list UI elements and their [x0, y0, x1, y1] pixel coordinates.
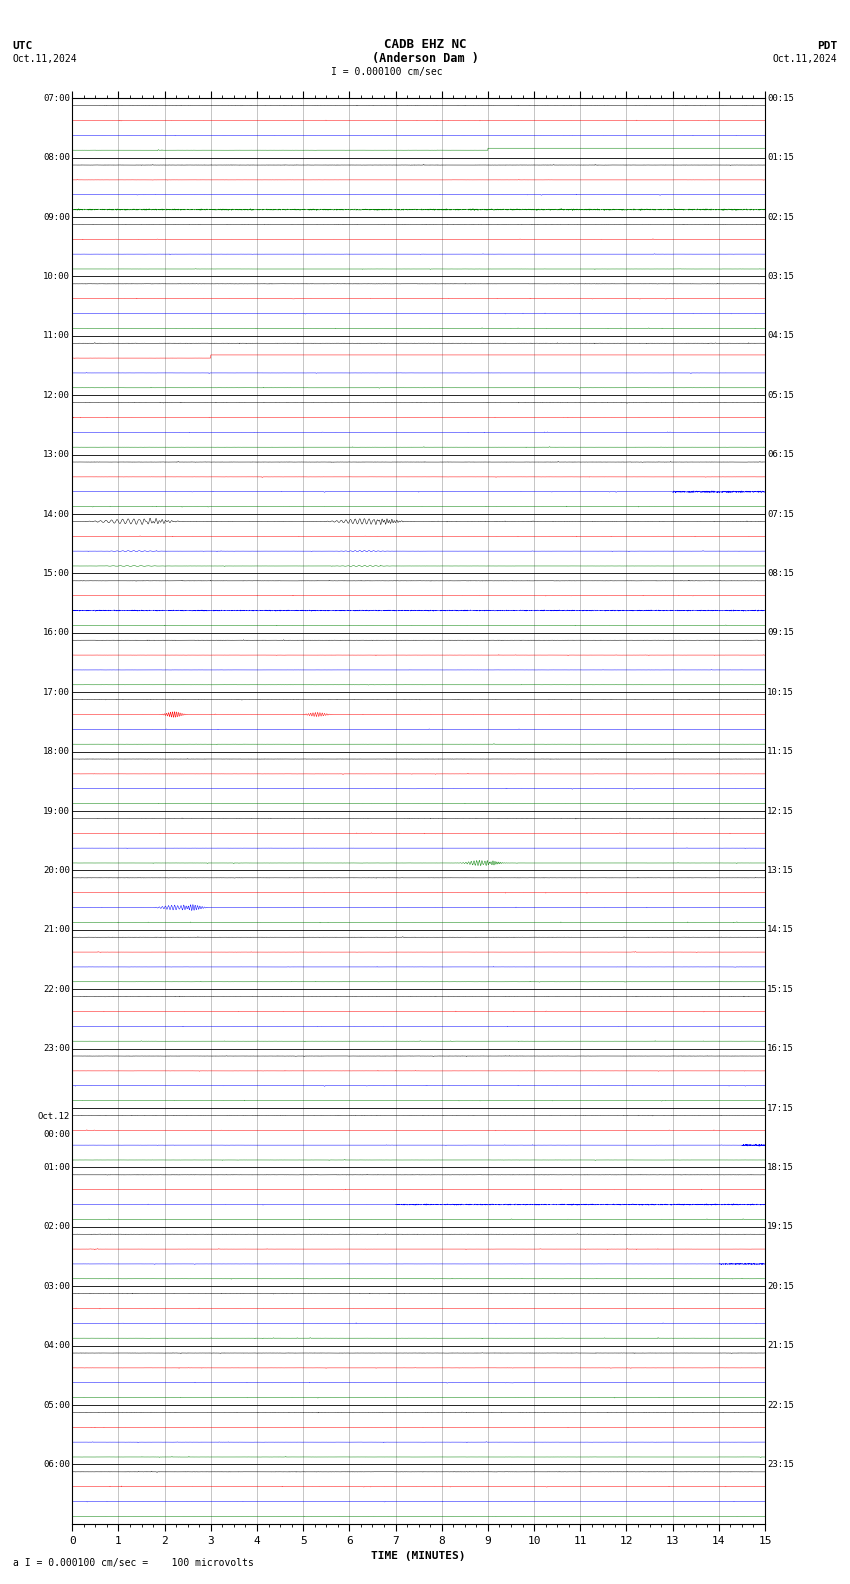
Text: 19:15: 19:15 — [768, 1223, 794, 1231]
Text: 22:15: 22:15 — [768, 1400, 794, 1410]
Text: 10:15: 10:15 — [768, 687, 794, 697]
Text: 03:15: 03:15 — [768, 272, 794, 280]
Text: 05:15: 05:15 — [768, 391, 794, 399]
Text: (Anderson Dam ): (Anderson Dam ) — [371, 52, 479, 65]
Text: 21:15: 21:15 — [768, 1342, 794, 1350]
Text: 14:00: 14:00 — [43, 510, 70, 518]
Text: 09:00: 09:00 — [43, 212, 70, 222]
Text: 06:00: 06:00 — [43, 1460, 70, 1468]
Text: 07:00: 07:00 — [43, 93, 70, 103]
Text: CADB EHZ NC: CADB EHZ NC — [383, 38, 467, 51]
Text: 11:00: 11:00 — [43, 331, 70, 341]
Text: 10:00: 10:00 — [43, 272, 70, 280]
Text: a I = 0.000100 cm/sec =    100 microvolts: a I = 0.000100 cm/sec = 100 microvolts — [13, 1559, 253, 1568]
Text: 08:15: 08:15 — [768, 569, 794, 578]
Text: 17:15: 17:15 — [768, 1104, 794, 1112]
Text: 01:00: 01:00 — [43, 1163, 70, 1172]
Text: 11:15: 11:15 — [768, 748, 794, 756]
Text: 08:00: 08:00 — [43, 154, 70, 162]
Text: Oct.11,2024: Oct.11,2024 — [773, 54, 837, 63]
Text: 09:15: 09:15 — [768, 629, 794, 637]
Text: 01:15: 01:15 — [768, 154, 794, 162]
X-axis label: TIME (MINUTES): TIME (MINUTES) — [371, 1551, 466, 1562]
Text: 02:15: 02:15 — [768, 212, 794, 222]
Text: 13:00: 13:00 — [43, 450, 70, 459]
Text: 21:00: 21:00 — [43, 925, 70, 935]
Text: 00:15: 00:15 — [768, 93, 794, 103]
Text: 02:00: 02:00 — [43, 1223, 70, 1231]
Text: Oct.11,2024: Oct.11,2024 — [13, 54, 77, 63]
Text: 00:00: 00:00 — [43, 1131, 70, 1139]
Text: 20:15: 20:15 — [768, 1281, 794, 1291]
Text: Oct.12: Oct.12 — [37, 1112, 70, 1121]
Text: 16:00: 16:00 — [43, 629, 70, 637]
Text: 05:00: 05:00 — [43, 1400, 70, 1410]
Text: 15:15: 15:15 — [768, 985, 794, 993]
Text: UTC: UTC — [13, 41, 33, 51]
Text: 04:15: 04:15 — [768, 331, 794, 341]
Text: 18:15: 18:15 — [768, 1163, 794, 1172]
Text: 20:00: 20:00 — [43, 866, 70, 874]
Text: 12:00: 12:00 — [43, 391, 70, 399]
Text: 15:00: 15:00 — [43, 569, 70, 578]
Text: 22:00: 22:00 — [43, 985, 70, 993]
Text: 07:15: 07:15 — [768, 510, 794, 518]
Text: 16:15: 16:15 — [768, 1044, 794, 1053]
Text: 17:00: 17:00 — [43, 687, 70, 697]
Text: 19:00: 19:00 — [43, 806, 70, 816]
Text: PDT: PDT — [817, 41, 837, 51]
Text: 23:00: 23:00 — [43, 1044, 70, 1053]
Text: 13:15: 13:15 — [768, 866, 794, 874]
Text: 04:00: 04:00 — [43, 1342, 70, 1350]
Text: 14:15: 14:15 — [768, 925, 794, 935]
Text: 18:00: 18:00 — [43, 748, 70, 756]
Text: 12:15: 12:15 — [768, 806, 794, 816]
Text: 03:00: 03:00 — [43, 1281, 70, 1291]
Text: I = 0.000100 cm/sec: I = 0.000100 cm/sec — [331, 67, 443, 76]
Text: 06:15: 06:15 — [768, 450, 794, 459]
Text: 23:15: 23:15 — [768, 1460, 794, 1468]
